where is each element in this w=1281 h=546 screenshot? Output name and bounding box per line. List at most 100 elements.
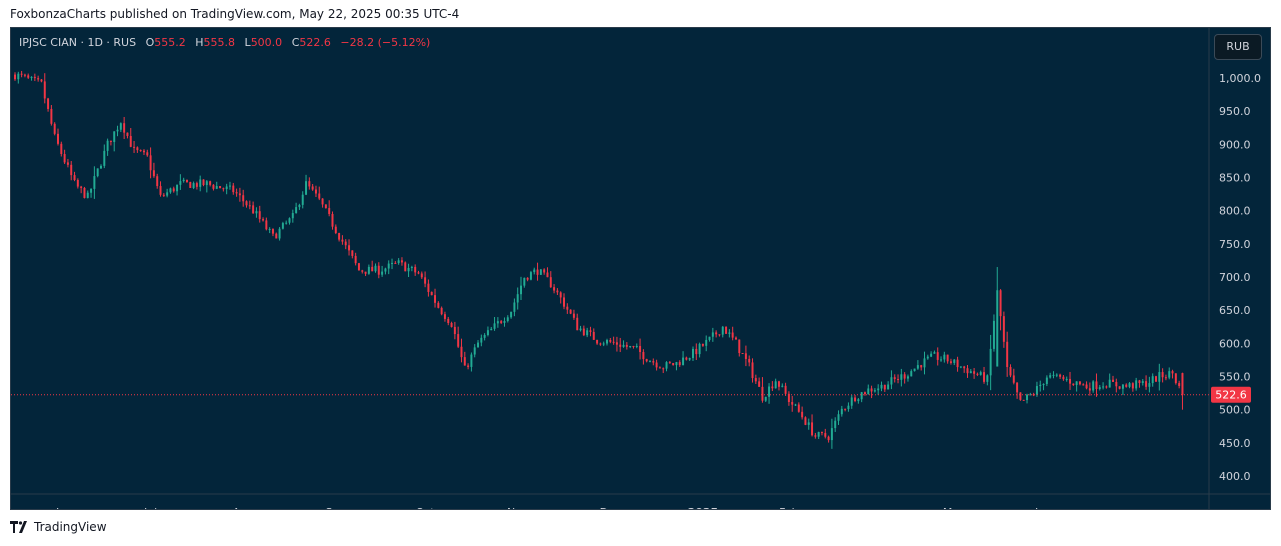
x-tick-label: Nov (507, 506, 529, 509)
candle-body (169, 188, 172, 193)
candle-body (827, 436, 830, 441)
candle-body (569, 309, 572, 314)
candle-body (420, 273, 423, 278)
candle-body (242, 195, 245, 202)
candle-body (1088, 388, 1091, 391)
candle-body (969, 371, 972, 374)
candle-body (840, 408, 843, 415)
candle-body (678, 362, 681, 366)
currency-button[interactable]: RUB (1214, 34, 1262, 60)
candle-body (744, 353, 747, 359)
candle-body (668, 362, 671, 364)
candle-body (506, 317, 509, 321)
candle-body (946, 354, 949, 362)
candle-body (698, 343, 701, 355)
candle-body (1002, 316, 1005, 342)
candle-body (520, 285, 523, 295)
candle-body (718, 334, 721, 336)
candle-body (649, 361, 651, 363)
candle-body (156, 176, 159, 187)
candle-body (1049, 375, 1052, 378)
candle-body (606, 339, 608, 344)
tradingview-branding[interactable]: TradingView (10, 520, 107, 534)
tradingview-label: TradingView (34, 520, 107, 534)
candle-body (510, 311, 513, 318)
candle-body (966, 368, 969, 374)
tradingview-logo-icon (10, 521, 27, 533)
candle-body (344, 241, 347, 246)
candle-body (116, 129, 119, 132)
candle-body (235, 192, 238, 194)
candle-body (381, 271, 384, 275)
candle-body (529, 272, 532, 280)
candle-body (268, 229, 271, 231)
x-tick-label: Jun (55, 506, 73, 509)
candle-body (920, 365, 923, 368)
candle-body (1042, 383, 1045, 385)
y-tick-label: 450.0 (1219, 437, 1251, 450)
candle-body (490, 328, 493, 331)
candle-body (1102, 386, 1105, 388)
candle-body (774, 381, 777, 389)
candle-body (1098, 387, 1101, 390)
candle-body (906, 376, 909, 379)
candle-body (523, 277, 526, 286)
candle-body (582, 328, 585, 336)
candle-body (136, 147, 139, 151)
candle-body (225, 186, 228, 190)
candle-body (166, 192, 169, 196)
candle-body (953, 359, 956, 363)
candle-body (377, 265, 380, 275)
candle-body (1085, 384, 1088, 389)
candle-body (1092, 381, 1095, 391)
candle-body (483, 335, 486, 338)
candle-body (133, 146, 136, 148)
x-tick-label: Jun (1034, 506, 1052, 509)
candle-body (655, 362, 658, 368)
y-tick-label: 850.0 (1219, 171, 1251, 184)
chart-panel[interactable]: 522.6 1,000.0 950.0 900.0 850.0 800.0 750.0 700… (10, 27, 1271, 510)
candle-body (30, 76, 33, 78)
candle-body (374, 265, 377, 272)
candle-body (1145, 381, 1148, 387)
candle-body (450, 322, 453, 327)
candle-body (503, 320, 506, 323)
candle-body (556, 290, 559, 293)
candlestick-chart[interactable]: 522.6 1,000.0 950.0 900.0 850.0 800.0 750.0 700… (11, 28, 1270, 509)
y-tick-label: 500.0 (1219, 404, 1251, 417)
candle-body (787, 393, 790, 403)
candle-body (367, 266, 370, 274)
candle-body (285, 222, 288, 224)
candle-body (417, 272, 420, 274)
candle-body (86, 192, 89, 198)
candle-body (20, 73, 23, 75)
candle-body (549, 277, 552, 288)
candle-body (539, 269, 542, 275)
candle-body (1006, 341, 1009, 368)
candle-body (123, 123, 126, 133)
candle-body (351, 250, 354, 256)
candle-body (27, 75, 30, 78)
candle-body (228, 185, 231, 187)
candle-body (453, 326, 456, 335)
candle-body (615, 342, 618, 345)
candle-body (50, 108, 53, 124)
candle-body (430, 291, 433, 296)
candle-body (897, 378, 900, 380)
candle-body (781, 385, 784, 387)
candle-body (219, 186, 222, 189)
candle-body (645, 359, 648, 362)
candle-body (477, 342, 480, 348)
candle-body (90, 188, 93, 193)
low-value: 500.0 (250, 36, 283, 49)
candle-body (1138, 380, 1141, 384)
candle-body (341, 239, 344, 242)
candle-body (791, 402, 794, 405)
candle-body (324, 204, 327, 209)
candle-body (708, 336, 711, 340)
candle-body (976, 373, 979, 375)
candle-body (1131, 383, 1134, 389)
candle-body (675, 362, 678, 366)
candle-body (592, 331, 595, 340)
candle-body (546, 272, 549, 278)
